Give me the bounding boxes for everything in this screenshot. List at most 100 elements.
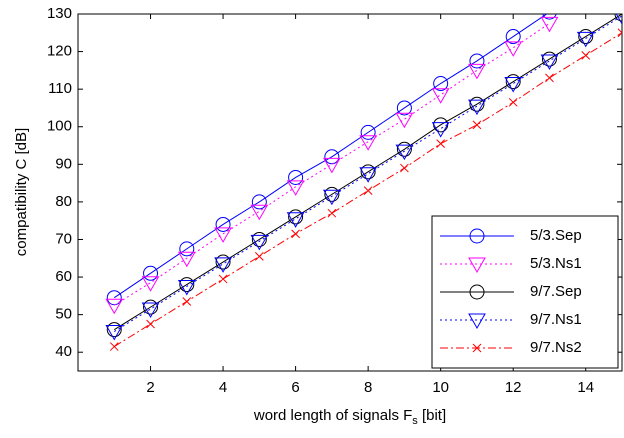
marker [360, 124, 376, 140]
marker [143, 265, 159, 281]
y-tick-label: 40 [55, 343, 72, 360]
x-label-unit: [bit] [418, 407, 446, 424]
x-tick-label: 6 [291, 379, 299, 396]
marker [215, 216, 231, 232]
x-tick-label: 12 [505, 379, 522, 396]
marker [251, 194, 267, 210]
series-line [114, 14, 622, 331]
x-tick-label: 14 [577, 379, 594, 396]
marker [504, 41, 523, 57]
plot-area [105, 14, 622, 351]
marker [396, 141, 412, 157]
marker [251, 231, 267, 247]
marker [396, 100, 412, 116]
marker [505, 74, 521, 90]
legend-label: 9/7.Sep [530, 283, 582, 300]
marker [106, 322, 122, 338]
marker [615, 14, 622, 25]
legend-label: 9/7.Ns1 [530, 311, 582, 328]
y-tick-label: 50 [55, 306, 72, 323]
marker [179, 277, 195, 293]
marker [542, 14, 557, 20]
series-line [114, 22, 550, 306]
y-tick-label: 120 [47, 43, 72, 60]
y-tick-label: 100 [47, 118, 72, 135]
marker [286, 212, 305, 228]
marker [288, 209, 304, 225]
marker [400, 163, 409, 173]
marker [324, 149, 340, 165]
marker [541, 51, 557, 67]
marker [182, 297, 192, 306]
marker [105, 325, 124, 341]
marker [327, 208, 337, 218]
y-tick-label: 80 [55, 193, 72, 210]
marker [109, 342, 119, 351]
marker [215, 254, 231, 270]
marker [395, 112, 414, 129]
marker [468, 63, 486, 80]
marker [581, 50, 591, 60]
marker [288, 169, 304, 185]
marker [146, 319, 155, 329]
marker [323, 189, 341, 206]
marker [218, 274, 228, 284]
marker [617, 28, 622, 38]
y-tick-label: 110 [48, 80, 72, 97]
marker [141, 276, 160, 292]
legend-marker [469, 228, 485, 244]
marker [505, 29, 521, 45]
y-tick-label: 130 [47, 5, 72, 22]
legend-label: 5/3.Sep [530, 227, 582, 244]
series-line [114, 32, 622, 347]
marker [363, 186, 373, 195]
series-line [113, 14, 548, 299]
marker [431, 122, 450, 138]
marker [433, 76, 449, 92]
marker [472, 120, 482, 130]
marker [578, 29, 594, 45]
marker [254, 252, 264, 261]
marker [291, 229, 300, 239]
marker [143, 299, 159, 315]
x-label-main: word length of signals F [253, 407, 412, 424]
x-label-sub: s [412, 415, 418, 427]
marker [504, 77, 523, 93]
marker [395, 144, 414, 161]
marker [105, 298, 124, 315]
marker [431, 88, 450, 104]
x-tick-label: 8 [364, 379, 372, 396]
marker [177, 279, 196, 296]
marker [576, 31, 595, 48]
legend-label: 5/3.Ns1 [530, 255, 582, 272]
marker [250, 204, 269, 221]
marker [214, 257, 232, 273]
legend: 5/3.Sep 5/3.Ns1 9/7.Sep 9/7.Ns1 9/7.Ns2 [431, 215, 619, 369]
marker [359, 167, 377, 183]
marker [250, 234, 269, 251]
legend-label: 9/7.Ns2 [530, 339, 582, 356]
legend-marker [468, 257, 486, 274]
x-axis-label: word length of signals Fs [bit] [253, 407, 446, 427]
marker [214, 227, 232, 243]
marker [141, 302, 160, 319]
marker [468, 99, 486, 116]
y-tick-label: 90 [55, 155, 72, 172]
marker [540, 16, 559, 33]
marker [179, 241, 195, 257]
x-tick-label: 4 [219, 379, 227, 396]
x-tick-label: 2 [146, 379, 154, 396]
y-tick-label: 70 [55, 230, 72, 247]
marker [286, 180, 305, 196]
y-axis-label: compatibility C [dB] [13, 128, 30, 256]
legend-marker [468, 313, 486, 330]
x-tick-label: 10 [432, 379, 449, 396]
marker [469, 53, 485, 69]
legend-marker [472, 343, 482, 353]
marker [508, 97, 518, 107]
marker [177, 251, 196, 268]
legend-marker [469, 284, 485, 300]
y-tick-label: 60 [55, 268, 72, 285]
marker [360, 164, 376, 180]
